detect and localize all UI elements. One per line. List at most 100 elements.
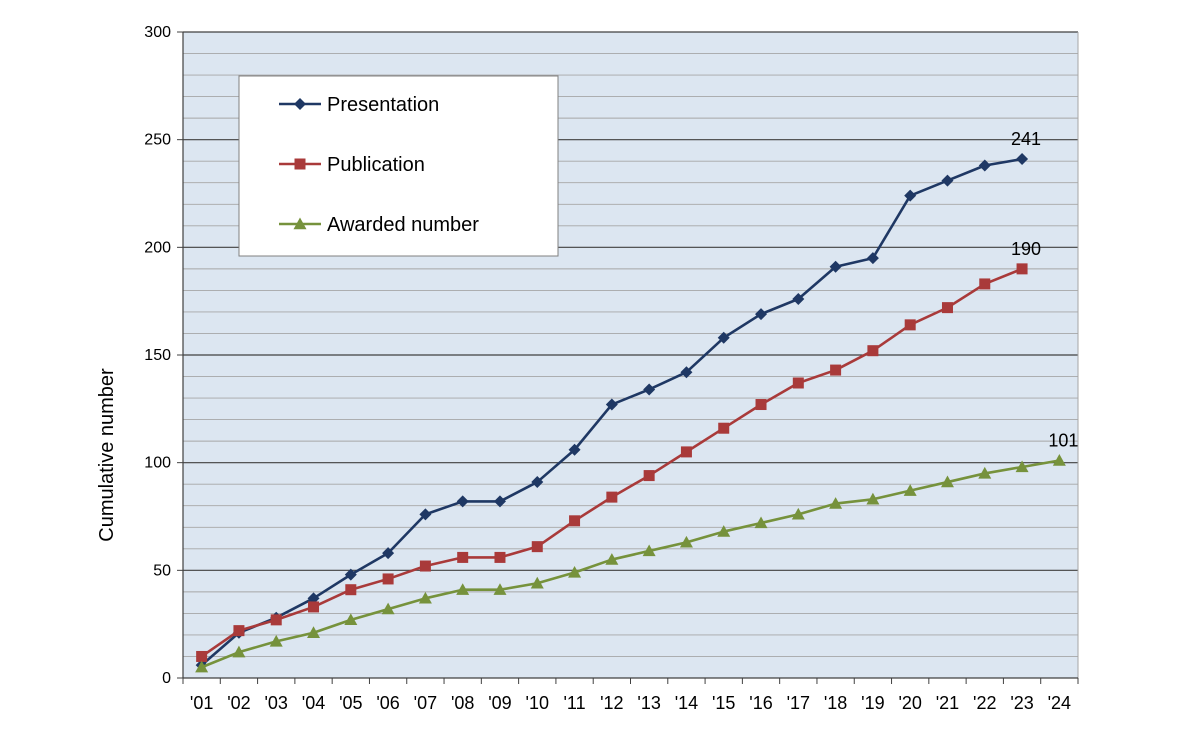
x-tick-label: '17 — [787, 693, 810, 713]
data-point — [643, 470, 655, 482]
data-point — [717, 525, 731, 537]
axes: 0 50 100 150 200 250 300 '01 '02 '03 '04 '05 '06 '07 '… — [144, 24, 1079, 713]
data-point — [493, 495, 506, 508]
legend: Presentation Publication Awarded number — [238, 75, 559, 257]
data-point — [1016, 153, 1029, 166]
data-point — [680, 446, 692, 458]
data-point — [1052, 454, 1066, 466]
x-tick-label: '22 — [973, 693, 996, 713]
data-point — [791, 507, 805, 520]
data-point — [903, 484, 917, 496]
y-tick-label: 50 — [153, 562, 171, 579]
x-tick-label: '14 — [675, 693, 698, 713]
data-point — [680, 366, 693, 379]
legend-marker — [294, 158, 306, 170]
data-point — [418, 591, 432, 604]
data-point — [755, 308, 768, 321]
data-point — [493, 583, 507, 595]
data-labels: 241 190 101 — [1011, 129, 1078, 450]
x-tick-label: '04 — [302, 693, 325, 713]
data-point — [344, 568, 357, 581]
y-tick-label: 300 — [144, 24, 171, 41]
x-tick-label: '18 — [824, 693, 847, 713]
legend-marker — [293, 217, 307, 230]
x-tick-label: '23 — [1010, 693, 1033, 713]
data-point — [978, 159, 991, 172]
legend-marker — [294, 98, 306, 110]
data-point — [457, 551, 469, 563]
data-point — [979, 278, 991, 290]
data-point — [307, 592, 320, 605]
data-point — [569, 515, 581, 527]
data-point — [679, 535, 693, 548]
data-point — [904, 189, 917, 202]
data-point — [754, 516, 768, 529]
data-point — [307, 626, 321, 638]
x-tick-label: '24 — [1048, 693, 1071, 713]
data-point — [568, 443, 581, 456]
x-tick-label: '10 — [526, 693, 549, 713]
data-point — [381, 602, 395, 615]
legend-label: Publication — [327, 154, 425, 176]
data-point — [344, 613, 358, 626]
data-point — [941, 174, 954, 187]
y-tick-label: 0 — [162, 670, 171, 687]
x-tick-label: '12 — [600, 693, 623, 713]
legend-item: Presentation — [279, 94, 439, 116]
x-tick-label: '15 — [712, 693, 735, 713]
data-point — [792, 293, 805, 306]
end-value-label: 101 — [1048, 431, 1078, 451]
data-point — [531, 476, 544, 489]
data-point — [232, 645, 246, 658]
x-tick-label: '16 — [749, 693, 772, 713]
data-point — [717, 331, 730, 344]
data-point — [605, 553, 619, 565]
data-point — [792, 377, 804, 389]
data-point — [866, 492, 880, 505]
x-tick-label: '08 — [451, 693, 474, 713]
data-point — [196, 650, 208, 662]
data-point — [568, 565, 582, 578]
x-tick-label: '06 — [376, 693, 399, 713]
data-point — [904, 319, 916, 331]
data-point — [419, 508, 432, 521]
x-tick-label: '05 — [339, 693, 362, 713]
data-point — [456, 583, 470, 595]
y-axis-title: Cumulative number — [96, 368, 118, 542]
x-tick-label: '20 — [898, 693, 921, 713]
legend-item: Publication — [279, 154, 425, 176]
data-point — [530, 576, 544, 589]
data-point — [867, 345, 879, 357]
data-point — [978, 466, 992, 479]
x-tick-label: '19 — [861, 693, 884, 713]
data-point — [718, 422, 730, 434]
data-point — [382, 547, 395, 560]
data-point — [419, 560, 431, 572]
x-tick-label: '03 — [264, 693, 287, 713]
y-tick-label: 250 — [144, 132, 171, 149]
data-point — [269, 634, 283, 647]
data-point — [642, 544, 656, 557]
data-point — [494, 551, 506, 563]
y-tick-label: 100 — [144, 455, 171, 472]
data-point — [233, 625, 245, 637]
data-point — [830, 364, 842, 376]
data-point — [270, 614, 282, 626]
data-point — [606, 491, 618, 503]
y-tick-label: 200 — [144, 239, 171, 256]
x-tick-label: '09 — [488, 693, 511, 713]
data-point — [345, 584, 357, 596]
x-tick-label: '01 — [190, 693, 213, 713]
legend-label: Presentation — [327, 94, 439, 116]
x-tick-label: '02 — [227, 693, 250, 713]
y-tick-label: 150 — [144, 347, 171, 364]
data-point — [940, 475, 954, 488]
data-point — [605, 398, 618, 411]
series-publication — [196, 263, 1028, 662]
data-point — [829, 260, 842, 273]
data-point — [456, 495, 469, 508]
x-tick-label: '13 — [637, 693, 660, 713]
data-point — [531, 541, 543, 553]
